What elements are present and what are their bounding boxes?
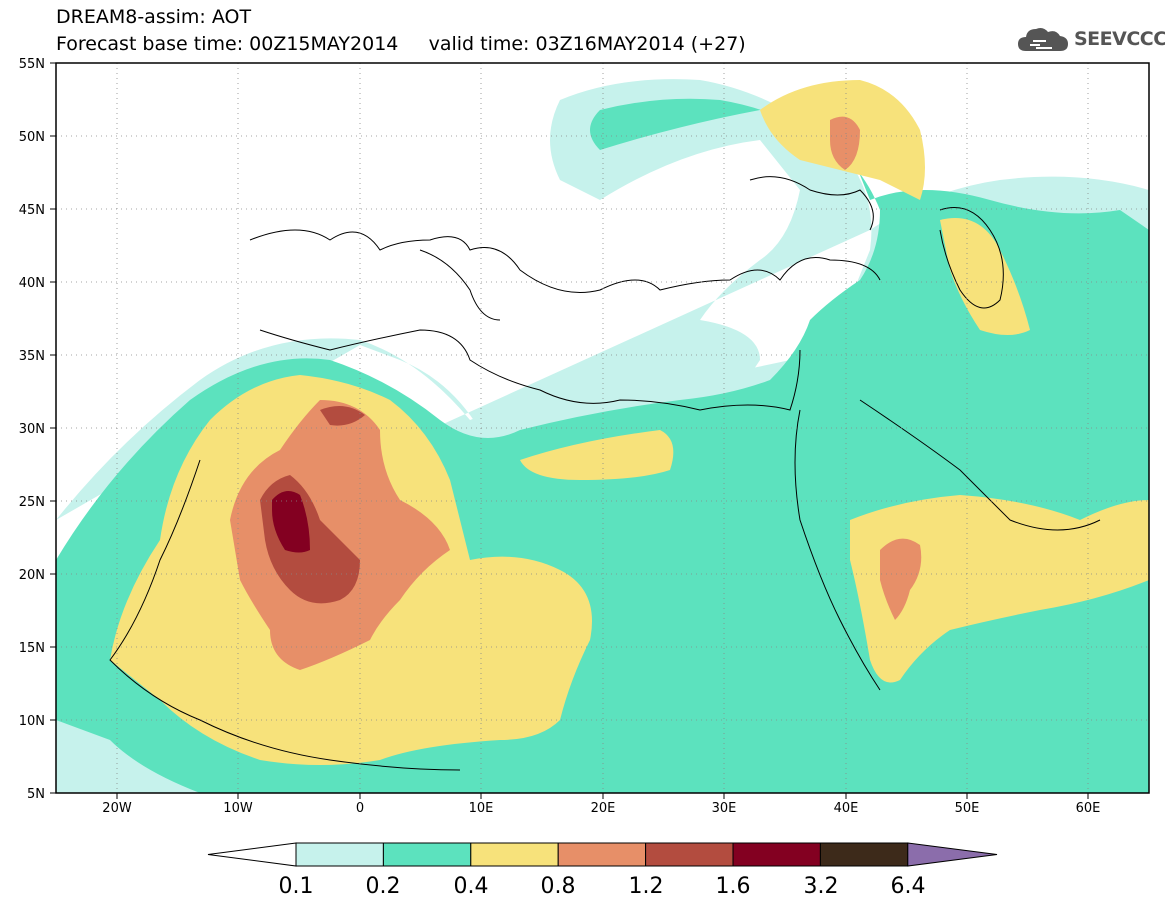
lat-label: 25N (19, 495, 45, 510)
lat-label: 5N (27, 787, 45, 802)
lat-label: 55N (19, 57, 45, 72)
map-title: DREAM8-assim: AOT (56, 6, 252, 28)
lat-label: 30N (19, 422, 45, 437)
lat-label: 50N (19, 130, 45, 145)
lon-label: 0 (356, 801, 364, 816)
aot-field (56, 63, 1149, 793)
lon-label: 20W (102, 801, 132, 816)
lon-label: 50E (955, 801, 980, 816)
aot-contour-0.8 (230, 400, 450, 670)
seevccc-logo: SEEVCCC (1016, 22, 1165, 56)
lon-label: 60E (1076, 801, 1101, 816)
lat-label: 40N (19, 276, 45, 291)
lat-label: 15N (19, 641, 45, 656)
lat-label: 35N (19, 349, 45, 364)
aot-contour-0.4-caspian (940, 218, 1030, 335)
lon-label: 10E (469, 801, 494, 816)
lon-labels: 20W 10W 0 10E 20E 30E 40E 50E 60E (102, 801, 1100, 816)
aot-contour-1.6 (272, 491, 310, 553)
lat-labels: 55N 50N 45N 40N 35N 30N 25N 20N 15N 10N … (19, 57, 45, 802)
lat-label: 45N (19, 203, 45, 218)
logo-text: SEEVCCC (1074, 28, 1165, 50)
lat-label: 10N (19, 714, 45, 729)
axis-ticks (50, 62, 1089, 799)
lon-label: 10W (223, 801, 253, 816)
lat-label: 20N (19, 568, 45, 583)
aot-contour-0.8-ukraine (830, 116, 860, 170)
lon-label: 20E (591, 801, 616, 816)
forecast-time-line: Forecast base time: 00Z15MAY2014 valid t… (56, 33, 746, 55)
aot-contour-0.4-east (850, 495, 1149, 683)
aot-contour-0.4-libya (520, 430, 674, 480)
cloud-icon (1018, 28, 1068, 51)
aot-contour-1.2-north (320, 406, 365, 426)
graticule (56, 63, 1149, 793)
lon-label: 30E (712, 801, 737, 816)
lon-label: 40E (834, 801, 859, 816)
aot-contour-0.8-arabia (880, 538, 922, 620)
coastlines (109, 176, 1101, 771)
